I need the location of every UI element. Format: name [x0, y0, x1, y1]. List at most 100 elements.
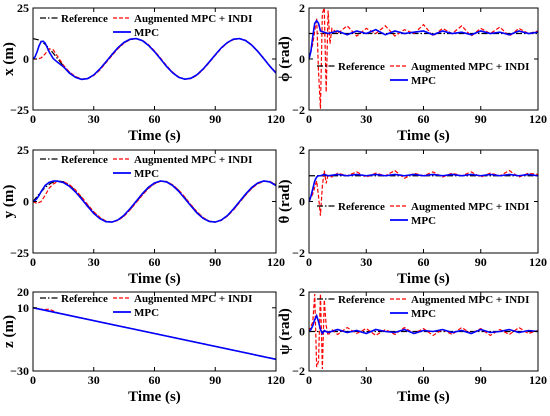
- series-line-augmented-mpc-indi: [309, 169, 538, 216]
- legend-entry-label: Augmented MPC + INDI: [411, 61, 529, 73]
- x-tick-label: 120: [267, 373, 285, 387]
- y-tick-label: 0: [23, 195, 29, 209]
- y-tick-label: −2: [292, 364, 305, 378]
- x-tick-label: 120: [267, 255, 285, 269]
- legend-entry-label: Reference: [338, 201, 385, 213]
- x-tick-label: 60: [418, 373, 430, 387]
- legend: Reference Augmented MPC + INDI MPC: [40, 13, 252, 39]
- legend-entry-label: Reference: [338, 294, 385, 306]
- x-tick-label: 90: [475, 373, 487, 387]
- x-tick-label: 0: [30, 255, 36, 269]
- y-tick-label: −2: [292, 103, 305, 117]
- x-tick-label: 60: [418, 112, 430, 126]
- x-tick-label: 60: [149, 112, 161, 126]
- panel-z: 0 30 60 90 120 −30 10 20 Time (s) z (m) Reference A…: [1, 285, 285, 405]
- x-tick-label: 90: [209, 112, 221, 126]
- y-tick-label: 0: [299, 195, 305, 209]
- series-group: [309, 293, 538, 370]
- x-tick-label: 60: [418, 255, 430, 269]
- series-group: [309, 8, 538, 109]
- y-tick-label: 2: [299, 143, 305, 157]
- series-line-augmented-mpc-indi: [309, 8, 538, 109]
- series-line-mpc: [309, 173, 538, 202]
- x-tick-label: 0: [30, 373, 36, 387]
- y-tick-label: −30: [10, 364, 29, 378]
- series-group: [33, 37, 276, 81]
- x-tick-label: 120: [529, 255, 547, 269]
- x-axis-label: Time (s): [397, 128, 450, 144]
- x-axis-label: Time (s): [128, 128, 181, 144]
- legend-entry-label: Augmented MPC + INDI: [134, 293, 252, 305]
- x-tick-label: 0: [306, 255, 312, 269]
- legend-entry-label: Augmented MPC + INDI: [134, 13, 252, 25]
- x-tick-label: 0: [306, 112, 312, 126]
- x-tick-label: 30: [360, 373, 372, 387]
- legend-entry-label: Augmented MPC + INDI: [134, 154, 252, 166]
- x-tick-label: 120: [529, 112, 547, 126]
- legend-entry-label: Reference: [338, 61, 385, 73]
- legend-entry-label: Reference: [61, 154, 108, 166]
- legend-entry-label: Reference: [61, 293, 108, 305]
- legend: Reference Augmented MPC + INDI MPC: [317, 61, 529, 87]
- x-axis-label: Time (s): [397, 271, 450, 287]
- y-axis-label: ψ (rad): [277, 308, 293, 355]
- x-tick-label: 60: [149, 255, 161, 269]
- y-tick-label: 2: [299, 1, 305, 15]
- x-tick-label: 90: [209, 255, 221, 269]
- x-tick-label: 120: [529, 373, 547, 387]
- y-axis-label: z (m): [1, 315, 17, 348]
- series-line-mpc: [33, 37, 276, 81]
- x-axis-label: Time (s): [397, 389, 450, 405]
- legend-entry-label: Reference: [61, 13, 108, 25]
- legend-entry-label: MPC: [411, 308, 436, 320]
- series-line-mpc: [309, 19, 538, 60]
- legend-entry-label: Augmented MPC + INDI: [411, 201, 529, 213]
- x-tick-label: 30: [88, 112, 100, 126]
- y-tick-label: −25: [10, 246, 29, 260]
- legend-entry-label: MPC: [411, 215, 436, 227]
- x-axis-label: Time (s): [128, 389, 181, 405]
- series-line-mpc: [33, 180, 276, 223]
- legend-entry-label: MPC: [411, 75, 436, 87]
- legend-entry-label: MPC: [134, 168, 159, 180]
- y-tick-label: 2: [299, 285, 305, 299]
- legend: Reference Augmented MPC + INDI MPC: [40, 293, 252, 319]
- y-tick-label: 25: [17, 143, 29, 157]
- y-tick-label: 0: [299, 52, 305, 66]
- y-tick-label: −25: [10, 103, 29, 117]
- y-tick-label: 25: [17, 1, 29, 15]
- y-tick-label: 0: [23, 52, 29, 66]
- y-tick-label: 20: [17, 285, 29, 299]
- y-tick-label: 10: [17, 301, 29, 315]
- x-axis-label: Time (s): [128, 271, 181, 287]
- y-axis-label: ϕ (rad): [277, 36, 293, 82]
- legend: Reference Augmented MPC + INDI MPC: [317, 294, 529, 320]
- y-axis-label: x (m): [1, 42, 17, 76]
- series-line-mpc: [309, 313, 538, 336]
- legend-entry-label: MPC: [134, 307, 159, 319]
- series-line-mpc: [33, 307, 276, 361]
- x-tick-label: 120: [267, 112, 285, 126]
- series-group: [309, 169, 538, 216]
- x-tick-label: 90: [475, 255, 487, 269]
- axes-frame: [308, 7, 539, 111]
- y-axis-label: θ (rad): [277, 179, 293, 223]
- x-tick-label: 30: [88, 255, 100, 269]
- x-tick-label: 90: [475, 112, 487, 126]
- y-axis-label: y (m): [1, 185, 17, 219]
- legend-entry-label: Augmented MPC + INDI: [411, 294, 529, 306]
- x-tick-label: 90: [209, 373, 221, 387]
- x-tick-label: 30: [360, 255, 372, 269]
- series-group: [33, 307, 276, 361]
- legend: Reference Augmented MPC + INDI MPC: [317, 201, 529, 227]
- x-tick-label: 30: [360, 112, 372, 126]
- x-tick-label: 60: [149, 373, 161, 387]
- legend: Reference Augmented MPC + INDI MPC: [40, 154, 252, 180]
- y-tick-label: 0: [299, 325, 305, 339]
